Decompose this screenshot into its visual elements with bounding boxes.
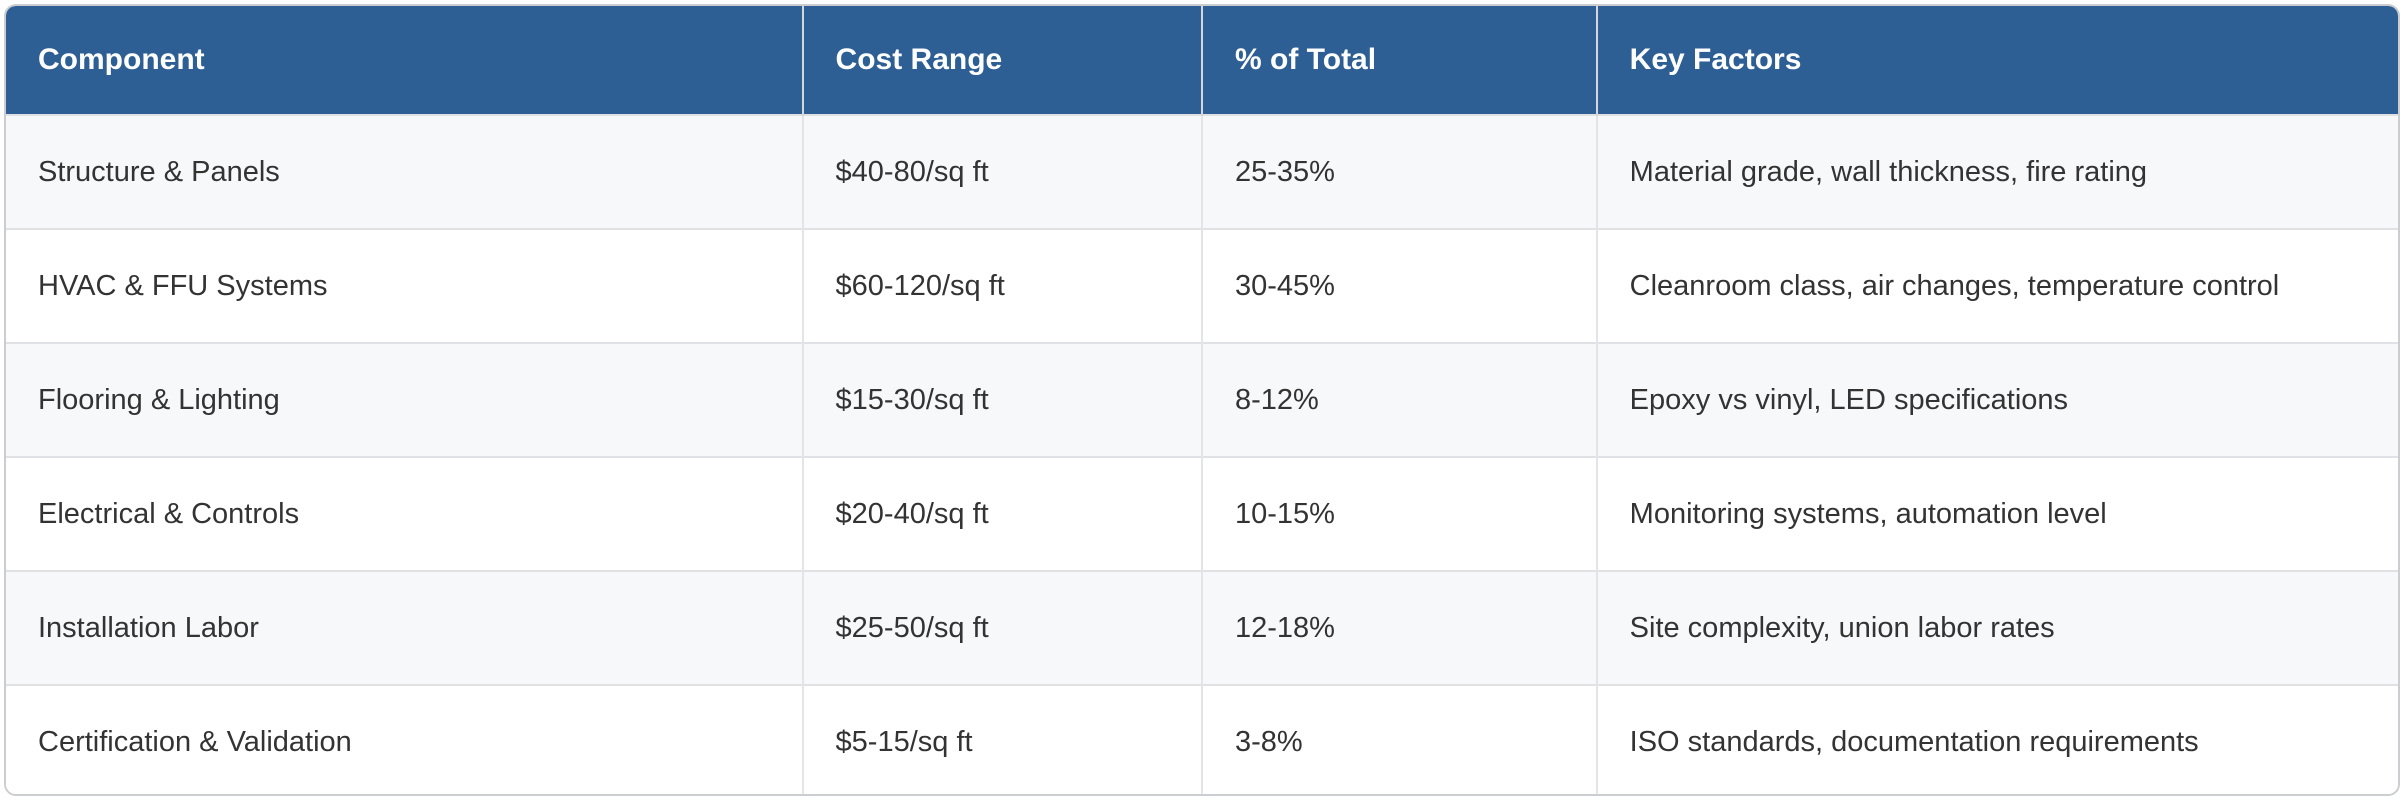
key-factors-cell: Site complexity, union labor rates [1596, 570, 2398, 685]
key-factors-cell: Epoxy vs vinyl, LED specifications [1596, 342, 2398, 457]
table-row: Flooring & Lighting $15-30/sq ft 8-12% E… [6, 342, 2398, 457]
header-row: Component Cost Range % of Total Key Fact… [6, 6, 2398, 115]
pct-of-total-cell: 25-35% [1201, 114, 1598, 229]
table-row: Certification & Validation $5-15/sq ft 3… [6, 684, 2398, 794]
column-header-pct-of-total: % of Total [1201, 6, 1598, 115]
table-body: Structure & Panels $40-80/sq ft 25-35% M… [6, 114, 2398, 794]
cost-breakdown-table: Component Cost Range % of Total Key Fact… [6, 6, 2398, 794]
table-row: Electrical & Controls $20-40/sq ft 10-15… [6, 456, 2398, 571]
cost-range-cell: $15-30/sq ft [802, 342, 1203, 457]
key-factors-cell: Monitoring systems, automation level [1596, 456, 2398, 571]
component-cell: Flooring & Lighting [6, 342, 804, 457]
column-header-cost-range: Cost Range [802, 6, 1203, 115]
cost-range-cell: $20-40/sq ft [802, 456, 1203, 571]
column-header-component: Component [6, 6, 804, 115]
cost-range-cell: $40-80/sq ft [802, 114, 1203, 229]
component-cell: Certification & Validation [6, 684, 804, 794]
pct-of-total-cell: 10-15% [1201, 456, 1598, 571]
table-header: Component Cost Range % of Total Key Fact… [6, 6, 2398, 115]
cost-breakdown-table-card: Component Cost Range % of Total Key Fact… [4, 4, 2400, 796]
key-factors-cell: ISO standards, documentation requirement… [1596, 684, 2398, 794]
table-row: HVAC & FFU Systems $60-120/sq ft 30-45% … [6, 228, 2398, 343]
cost-range-cell: $60-120/sq ft [802, 228, 1203, 343]
pct-of-total-cell: 8-12% [1201, 342, 1598, 457]
table-row: Installation Labor $25-50/sq ft 12-18% S… [6, 570, 2398, 685]
pct-of-total-cell: 3-8% [1201, 684, 1598, 794]
cost-range-cell: $5-15/sq ft [802, 684, 1203, 794]
component-cell: Structure & Panels [6, 114, 804, 229]
table-row: Structure & Panels $40-80/sq ft 25-35% M… [6, 114, 2398, 229]
cost-range-cell: $25-50/sq ft [802, 570, 1203, 685]
pct-of-total-cell: 12-18% [1201, 570, 1598, 685]
component-cell: Electrical & Controls [6, 456, 804, 571]
key-factors-cell: Material grade, wall thickness, fire rat… [1596, 114, 2398, 229]
component-cell: HVAC & FFU Systems [6, 228, 804, 343]
column-header-key-factors: Key Factors [1596, 6, 2398, 115]
component-cell: Installation Labor [6, 570, 804, 685]
pct-of-total-cell: 30-45% [1201, 228, 1598, 343]
key-factors-cell: Cleanroom class, air changes, temperatur… [1596, 228, 2398, 343]
